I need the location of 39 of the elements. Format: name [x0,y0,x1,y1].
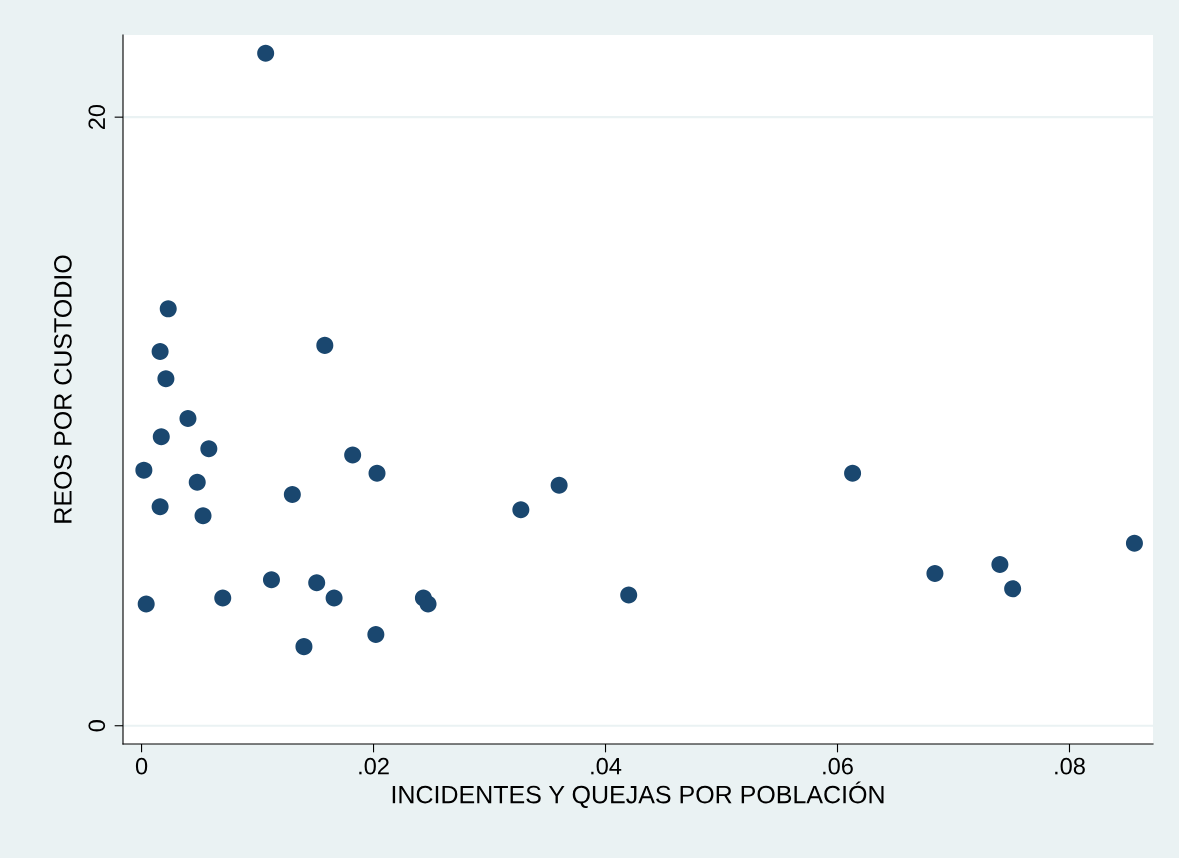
point [214,589,232,607]
point [151,342,169,360]
y-axis-title: REOS POR CUSTODIO [54,255,72,523]
point [991,555,1009,573]
point [550,476,568,494]
point [135,461,153,479]
point [159,300,177,318]
point [308,574,326,592]
point [257,44,275,62]
x-tick-label: .06 [823,757,853,775]
x-tick-label: .08 [1055,757,1085,775]
point [844,464,862,482]
point [926,565,944,583]
x-tick-label: .02 [359,757,389,775]
point [344,446,362,464]
point [179,409,197,427]
point [620,586,638,604]
y-tick-label: 20 [88,104,106,130]
point [1004,580,1022,598]
point [419,595,437,613]
x-tick-label: .04 [591,757,622,775]
point [1125,534,1143,552]
point [137,595,155,613]
point [152,428,170,446]
x-tick-label: 0 [135,757,148,775]
point [283,485,301,503]
point [200,440,218,458]
point [295,638,313,656]
point [157,370,175,388]
point [325,589,343,607]
point [151,498,169,516]
x-axis-title: INCIDENTES Y QUEJAS POR POBLACIÓN [392,781,884,808]
point [512,501,530,519]
point [188,473,206,491]
point [262,571,280,589]
point [368,464,386,482]
point [367,625,385,643]
point [194,507,212,525]
point [316,336,334,354]
